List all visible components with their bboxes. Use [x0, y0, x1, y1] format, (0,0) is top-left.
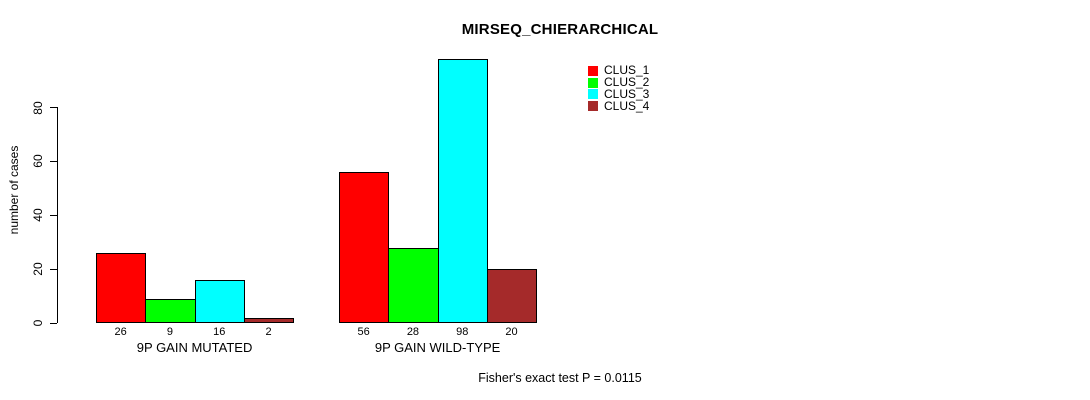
legend-label: CLUS_3 [604, 86, 650, 101]
legend-swatch-icon [588, 77, 598, 88]
chart-title: MIRSEQ_CHIERARCHICAL [461, 21, 659, 38]
bar-value-label: 56 [357, 326, 370, 338]
bar-clus_1-group1 [96, 252, 147, 323]
y-tick-mark-20 [50, 268, 57, 270]
y-tick-mark-80 [50, 107, 57, 108]
legend-item-clus_1: CLUS_1 [588, 63, 650, 78]
stat-annotation: Fisher's exact test P = 0.0115 [478, 371, 642, 385]
bar-clus_2-group2 [388, 247, 439, 323]
bar-value-label: 26 [114, 326, 127, 338]
group-label-2: 9P GAIN WILD-TYPE [374, 340, 501, 355]
bar-clus_3-group1 [194, 279, 245, 323]
legend-label: CLUS_2 [604, 75, 650, 90]
legend-item-clus_3: CLUS_3 [588, 86, 650, 101]
bar-value-label: 2 [265, 326, 272, 338]
y-tick-label-20: 20 [31, 262, 45, 276]
legend-label: CLUS_4 [604, 98, 650, 113]
legend-swatch-icon [588, 65, 598, 76]
bar-value-label: 20 [505, 326, 518, 338]
y-tick-label-80: 80 [31, 100, 45, 115]
legend-swatch-icon [588, 89, 598, 100]
bar-clus_1-group2 [339, 172, 390, 323]
bar-clus_2-group1 [145, 298, 196, 323]
bar-clus_4-group1 [243, 317, 295, 323]
legend-item-clus_2: CLUS_2 [588, 75, 650, 90]
group-label-1: 9P GAIN MUTATED [136, 340, 253, 355]
y-tick-label-0: 0 [31, 319, 45, 327]
y-axis-label: number of cases [7, 145, 21, 235]
bar-value-label: 28 [406, 326, 420, 338]
y-tick-label-40: 40 [31, 208, 45, 222]
y-tick-mark-0 [50, 322, 57, 324]
y-tick-mark-40 [50, 214, 57, 216]
bar-value-label: 16 [213, 326, 226, 338]
bar-value-label: 98 [456, 326, 469, 338]
y-axis-line [57, 107, 58, 323]
bar-value-label: 9 [166, 326, 173, 338]
bar-clus_3-group2 [437, 59, 488, 323]
legend-swatch-icon [588, 101, 598, 112]
legend-item-clus_4: CLUS_4 [588, 100, 649, 112]
legend: CLUS_1 CLUS_2 CLUS_3 CLUS_4 [588, 63, 650, 112]
legend-label: CLUS_1 [604, 63, 650, 78]
y-tick-mark-60 [50, 160, 57, 162]
bar-clus_4-group2 [486, 269, 538, 323]
y-tick-label-60: 60 [31, 154, 45, 169]
